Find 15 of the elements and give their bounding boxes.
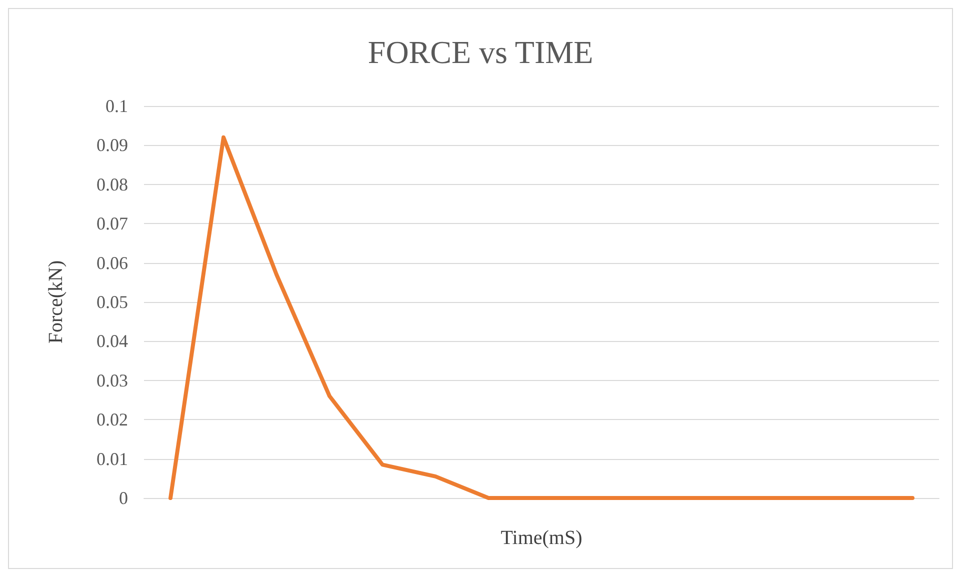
y-tick-label: 0.03 xyxy=(96,370,128,390)
y-tick-label: 0.01 xyxy=(96,448,128,469)
y-tick-label: 0 xyxy=(119,488,128,508)
y-axis-title: Force(kN) xyxy=(45,260,67,344)
line-series xyxy=(168,135,914,500)
x-axis-title: Time(mS) xyxy=(500,527,582,549)
y-tick-label: 0.05 xyxy=(96,292,128,312)
chart-title: FORCE vs TIME xyxy=(368,34,594,70)
y-tick-label: 0.04 xyxy=(96,331,128,352)
y-tick-label: 0.08 xyxy=(96,174,128,194)
y-tick-label: 0.06 xyxy=(96,252,128,273)
y-tick-label: 0.02 xyxy=(96,410,128,430)
y-tick-label: 0.1 xyxy=(106,96,128,116)
y-tick-label: 0.07 xyxy=(96,214,128,234)
y-tick-label: 0.09 xyxy=(96,135,128,156)
